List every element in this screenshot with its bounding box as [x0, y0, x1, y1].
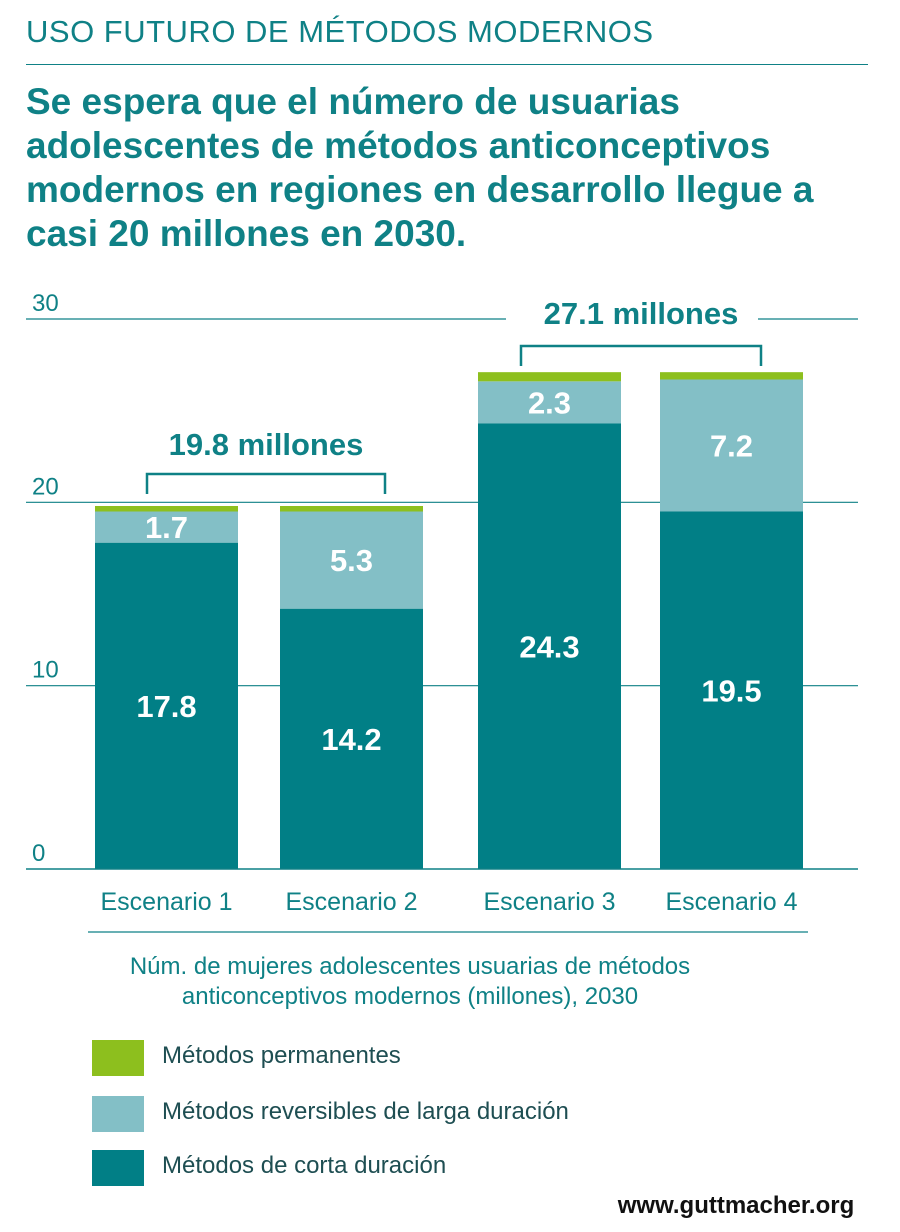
- data-label-2-1: 14.2: [321, 722, 381, 757]
- bar-segment-4-2: [660, 379, 803, 512]
- legend-label-larga-duracion: Métodos reversibles de larga duración: [162, 1098, 569, 1125]
- bar-segment-4-1: [660, 511, 803, 869]
- bar-segment-2-2: [280, 511, 423, 609]
- x-tick-label-1: Escenario 1: [100, 888, 232, 916]
- kicker-title: USO FUTURO DE MÉTODOS MODERNOS: [26, 14, 654, 49]
- bar-segment-3-1: [478, 423, 621, 869]
- bar-segment-3-2: [478, 381, 621, 424]
- bar-segment-1-3: [95, 506, 238, 512]
- legend-swatch-larga-duracion: [92, 1096, 144, 1132]
- legend-item-corta-duracion: Métodos de corta duración: [92, 1150, 692, 1186]
- data-label-1-1: 17.8: [136, 689, 196, 724]
- y-tick-label-10: 10: [32, 657, 59, 684]
- x-axis-title: Núm. de mujeres adolescentes usuarias de…: [60, 952, 760, 1012]
- footer-url: www.guttmacher.org: [572, 1180, 900, 1232]
- data-label-1-2: 1.7: [145, 510, 188, 545]
- bar-segment-1-2: [95, 511, 238, 543]
- stacked-bar-chart: 0 10 20 30 17.8 1.7 Escenario 1 14.2 5.3 Escenari…: [26, 290, 858, 933]
- bar-segment-2-1: [280, 608, 423, 869]
- bracket-2: [519, 344, 763, 366]
- x-axis-title-line-1: Núm. de mujeres adolescentes usuarias de…: [129, 953, 691, 980]
- x-tick-label-3: Escenario 3: [483, 888, 615, 916]
- data-label-4-2: 7.2: [710, 429, 753, 464]
- x-tick-label-2: Escenario 2: [285, 888, 417, 916]
- bar-segment-1-1: [95, 542, 238, 869]
- x-tick-label-4: Escenario 4: [665, 888, 797, 916]
- bar-segment-3-3: [478, 372, 621, 382]
- annotation-label-2: 27.1 millones: [544, 296, 739, 331]
- legend-swatch-corta-duracion: [92, 1150, 144, 1186]
- legend-label-permanentes: Métodos permanentes: [162, 1042, 401, 1069]
- x-axis-title-line-2: anticonceptivos modernos (millones), 203…: [181, 983, 639, 1010]
- headline: Se espera que el número de usuarias adol…: [26, 81, 814, 254]
- data-label-2-2: 5.3: [330, 543, 373, 578]
- legend-item-larga-duracion: Métodos reversibles de larga duración: [92, 1096, 692, 1132]
- bracket-1: [145, 472, 387, 494]
- data-label-3-1: 24.3: [519, 629, 579, 664]
- legend-label-corta-duracion: Métodos de corta duración: [162, 1152, 447, 1179]
- legend-item-permanentes: Métodos permanentes: [92, 1040, 692, 1076]
- data-label-4-1: 19.5: [701, 673, 761, 708]
- data-label-3-2: 2.3: [528, 385, 571, 420]
- bar-segment-2-3: [280, 506, 423, 512]
- y-tick-label-30: 30: [32, 290, 59, 317]
- legend-swatch-permanentes: [92, 1040, 144, 1076]
- bar-segment-4-3: [660, 372, 803, 380]
- y-tick-label-0: 0: [32, 840, 45, 867]
- y-tick-label-20: 20: [32, 473, 59, 500]
- kicker-rule: [26, 64, 868, 65]
- annotation-label-1: 19.8 millones: [169, 427, 364, 462]
